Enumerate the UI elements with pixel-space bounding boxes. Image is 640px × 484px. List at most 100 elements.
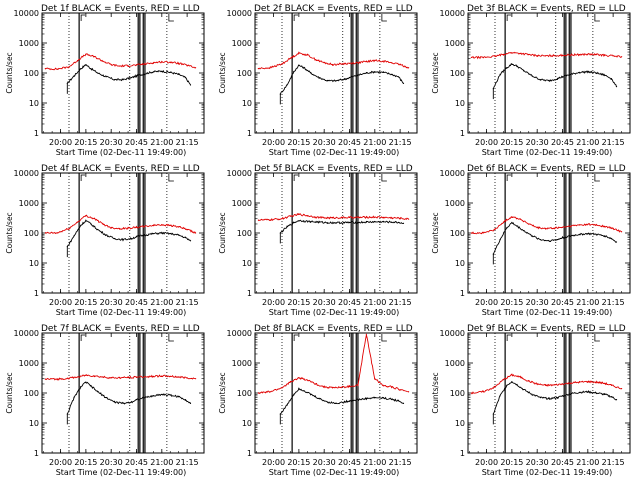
data-point xyxy=(365,60,367,63)
data-point xyxy=(374,397,376,399)
data-point xyxy=(323,62,325,64)
data-point xyxy=(161,224,163,226)
data-point xyxy=(578,224,580,226)
data-point xyxy=(90,223,92,225)
x-tick-label: 21:00 xyxy=(150,458,173,467)
plot-frame xyxy=(467,172,631,294)
data-point xyxy=(482,232,484,234)
data-point xyxy=(516,65,518,67)
x-axis-label: Start Time (02-Dec-11 19:49:00) xyxy=(269,468,400,477)
data-point xyxy=(152,233,154,235)
data-point xyxy=(610,396,613,398)
data-point xyxy=(399,64,401,66)
data-point xyxy=(348,385,351,388)
marker-f-glyph xyxy=(80,174,86,181)
y-tick-label: 10 xyxy=(455,419,465,428)
data-point xyxy=(587,391,589,393)
x-axis-label: Start Time (02-Dec-11 19:49:00) xyxy=(482,468,613,477)
data-point xyxy=(144,234,146,236)
data-point xyxy=(110,227,112,229)
x-tick-label: 20:15 xyxy=(287,458,310,467)
data-point xyxy=(85,215,87,217)
data-point xyxy=(502,378,505,381)
data-point xyxy=(152,224,154,226)
data-point xyxy=(119,377,121,379)
data-point xyxy=(90,385,92,387)
data-point xyxy=(545,55,547,57)
y-tick-label: 100 xyxy=(24,389,39,398)
data-point xyxy=(343,78,346,80)
data-point xyxy=(326,222,329,224)
series-line-lld xyxy=(45,374,196,381)
data-point xyxy=(604,54,606,56)
data-point xyxy=(492,88,494,90)
x-tick-label: 20:15 xyxy=(287,298,310,307)
data-point xyxy=(528,223,530,225)
data-point xyxy=(470,232,472,234)
data-point xyxy=(161,375,163,377)
data-point xyxy=(68,66,70,68)
data-point xyxy=(536,55,538,57)
x-tick-label: 21:00 xyxy=(576,138,599,147)
y-tick-label: 100 xyxy=(450,69,465,78)
y-tick-label: 10000 xyxy=(440,9,465,18)
y-tick-label: 10000 xyxy=(440,329,465,338)
y-tick-label: 1 xyxy=(460,289,465,298)
y-tick-label: 1000 xyxy=(19,199,39,208)
series-line-lld xyxy=(471,51,622,60)
data-point xyxy=(578,71,580,73)
data-point xyxy=(161,393,163,395)
data-point xyxy=(161,61,163,63)
data-point xyxy=(127,65,129,67)
y-tick-label: 10 xyxy=(29,419,39,428)
y-tick-label: 10 xyxy=(242,99,252,108)
data-point xyxy=(178,73,180,75)
data-point xyxy=(135,75,138,77)
x-tick-label: 20:30 xyxy=(526,458,549,467)
x-tick-label: 20:15 xyxy=(74,458,97,467)
data-point xyxy=(122,79,124,81)
data-point xyxy=(604,225,606,228)
data-point xyxy=(610,78,613,80)
data-point xyxy=(93,218,95,220)
series-line-events xyxy=(492,221,617,255)
marker-e-glyph xyxy=(594,334,600,342)
data-point xyxy=(76,221,79,223)
data-point xyxy=(539,239,542,241)
y-tick-label: 1000 xyxy=(445,199,465,208)
chart-title: Det 5f BLACK = Events, RED = LLD xyxy=(254,164,413,174)
data-point xyxy=(144,376,146,378)
data-point xyxy=(306,215,308,217)
data-point xyxy=(257,392,259,394)
data-point xyxy=(548,240,550,242)
data-point xyxy=(536,383,538,385)
data-point xyxy=(482,56,484,59)
series-line-lld xyxy=(258,334,409,395)
x-tick-label: 20:15 xyxy=(287,138,310,147)
data-point xyxy=(76,59,79,62)
data-point xyxy=(545,228,547,230)
x-tick-label: 21:00 xyxy=(576,298,599,307)
data-point xyxy=(169,71,171,73)
x-tick-label: 20:45 xyxy=(125,298,148,307)
x-tick-label: 21:15 xyxy=(176,458,199,467)
data-point xyxy=(578,233,580,235)
x-axis-label: Start Time (02-Dec-11 19:49:00) xyxy=(56,308,187,317)
data-point xyxy=(340,386,342,388)
data-point xyxy=(127,227,129,229)
data-point xyxy=(407,391,410,393)
data-point xyxy=(561,395,564,397)
x-tick-label: 20:15 xyxy=(74,298,97,307)
x-tick-label: 21:15 xyxy=(176,298,199,307)
data-point xyxy=(502,221,505,223)
data-point xyxy=(66,82,68,85)
data-point xyxy=(506,67,508,69)
data-point xyxy=(135,226,138,228)
data-point xyxy=(85,64,87,66)
data-point xyxy=(407,67,410,69)
data-point xyxy=(556,78,559,80)
marker-f-glyph xyxy=(293,334,299,341)
data-point xyxy=(269,391,271,393)
